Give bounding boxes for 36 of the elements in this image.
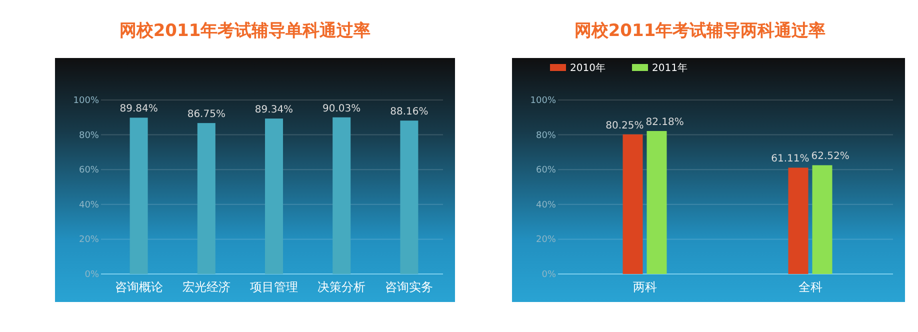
data-label: 86.75%	[187, 109, 226, 120]
data-label: 80.25%	[606, 120, 644, 132]
data-label: 61.11%	[771, 154, 810, 165]
y-tick-label: 0%	[542, 270, 556, 280]
x-tick-label: 宏光经济	[182, 280, 230, 294]
y-tick-label: 40%	[78, 200, 100, 210]
x-tick-label: 咨询概论	[114, 280, 163, 294]
chart-title: 网校2011年考试辅导单科通过率	[119, 21, 371, 41]
x-tick-label: 两科	[632, 280, 657, 294]
bar	[812, 165, 832, 274]
data-label: 89.34%	[254, 104, 294, 116]
bar	[646, 131, 667, 274]
y-tick-label: 100%	[73, 96, 100, 106]
y-tick-label: 0%	[84, 270, 100, 280]
bar	[622, 134, 643, 274]
data-label: 62.52%	[811, 151, 850, 162]
y-tick-label: 60%	[78, 166, 100, 176]
legend-label: 2011年	[652, 62, 688, 74]
x-tick-label: 咨询实务	[385, 280, 434, 294]
x-tick-label: 全科	[798, 280, 822, 294]
data-label: 89.84%	[120, 104, 158, 115]
chart-title: 网校2011年考试辅导两科通过率	[574, 21, 826, 41]
x-tick-label: 决策分析	[318, 280, 366, 294]
y-tick-label: 60%	[536, 166, 556, 176]
x-tick-label: 项目管理	[250, 280, 298, 294]
y-tick-label: 40%	[536, 200, 556, 210]
bar	[788, 168, 808, 274]
y-tick-label: 80%	[78, 130, 100, 141]
data-label: 88.16%	[390, 106, 428, 118]
y-tick-label: 20%	[536, 235, 556, 246]
data-label: 82.18%	[646, 117, 684, 128]
y-tick-label: 20%	[78, 235, 100, 246]
y-tick-label: 100%	[530, 96, 556, 106]
data-label: 90.03%	[322, 103, 361, 114]
legend-label: 2010年	[570, 62, 606, 74]
y-tick-label: 80%	[536, 130, 556, 141]
